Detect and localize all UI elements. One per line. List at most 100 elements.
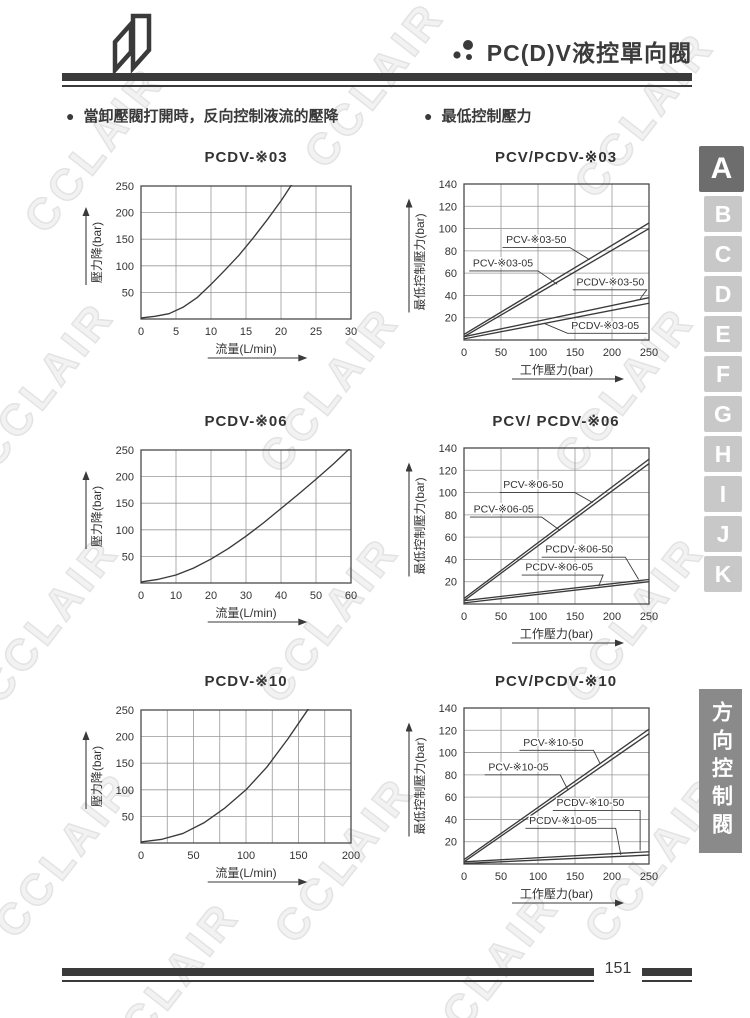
svg-text:100: 100 (116, 525, 134, 537)
page-number: 151 (604, 960, 632, 977)
svg-text:0: 0 (461, 871, 467, 883)
series-PCDV-※06 (141, 449, 351, 583)
svg-text:100: 100 (116, 785, 134, 797)
svg-text:50: 50 (122, 551, 134, 563)
svg-text:100: 100 (237, 850, 255, 862)
svg-text:120: 120 (439, 725, 457, 737)
svg-text:150: 150 (566, 871, 584, 883)
svg-text:工作壓力(bar): 工作壓力(bar) (520, 363, 593, 377)
svg-text:30: 30 (345, 326, 357, 338)
svg-text:流量(L/min): 流量(L/min) (215, 606, 276, 620)
footer-rule-thick-short (642, 968, 692, 976)
svg-text:PCV-※03-50: PCV-※03-50 (506, 234, 566, 246)
series-PCDV-※03-05 (464, 302, 649, 340)
series-PCDV-※03 (141, 185, 293, 319)
svg-text:流量(L/min): 流量(L/min) (215, 342, 276, 356)
svg-text:60: 60 (445, 268, 457, 280)
chart-title: PCV/PCDV-※10 (494, 673, 618, 690)
svg-text:250: 250 (116, 445, 134, 457)
series-PCV-※06-05 (464, 463, 649, 602)
sidebar-tab-h[interactable]: H (704, 436, 742, 472)
category-tab-directional-control-valve[interactable]: 方向控制閥 (699, 689, 742, 853)
svg-text:40: 40 (445, 290, 457, 302)
svg-text:20: 20 (205, 590, 217, 602)
svg-text:壓力降(bar): 壓力降(bar) (90, 486, 104, 547)
chart-block-pcdv-06: PCDV-※06 0 10 20 30 40 50 60 50 100 150 200 250 流量(L… (56, 412, 396, 636)
svg-text:100: 100 (116, 261, 134, 273)
svg-text:工作壓力(bar): 工作壓力(bar) (520, 887, 593, 901)
svg-text:60: 60 (445, 792, 457, 804)
sidebar-tab-k[interactable]: K (704, 556, 742, 592)
dots-icon (453, 40, 473, 60)
bullet-icon: ● (424, 107, 433, 124)
svg-text:0: 0 (461, 611, 467, 623)
series-PCV-※10-50 (464, 728, 649, 861)
svg-text:40: 40 (445, 554, 457, 566)
chart-pcdv-06: 0 10 20 30 40 50 60 50 100 150 200 250 流量(L/min) 壓力降(… (82, 445, 357, 626)
svg-text:10: 10 (205, 326, 217, 338)
svg-text:工作壓力(bar): 工作壓力(bar) (520, 627, 593, 641)
sidebar-tab-f[interactable]: F (704, 356, 742, 392)
svg-text:100: 100 (529, 611, 547, 623)
svg-text:40: 40 (445, 814, 457, 826)
chart-block-pcdv-03: PCDV-※03 0 5 10 15 20 25 30 50 100 150 200 250 流量(L/… (56, 148, 396, 372)
svg-text:50: 50 (187, 850, 199, 862)
svg-text:150: 150 (566, 347, 584, 359)
svg-text:120: 120 (439, 201, 457, 213)
svg-text:80: 80 (445, 770, 457, 782)
svg-text:PCDV-※03-50: PCDV-※03-50 (576, 276, 644, 288)
footer-rule-thin (62, 980, 594, 982)
svg-text:100: 100 (439, 748, 457, 760)
svg-text:140: 140 (439, 443, 457, 455)
svg-text:80: 80 (445, 510, 457, 522)
chart-block-pcv-pcdv-03: PCV/PCDV-※03 0 50 100 150 200 250 20 40 60 80 100 1… (406, 148, 706, 386)
svg-text:150: 150 (116, 498, 134, 510)
svg-text:60: 60 (345, 590, 357, 602)
series-PCDV-※06-05 (464, 581, 649, 604)
svg-text:200: 200 (603, 347, 621, 359)
svg-text:200: 200 (603, 611, 621, 623)
chart-title: PCV/PCDV-※03 (494, 149, 618, 166)
page-header: PC(D)V液控單向閥 (451, 34, 692, 68)
svg-text:PCV-※06-50: PCV-※06-50 (503, 479, 563, 491)
svg-text:最低控制壓力(bar): 最低控制壓力(bar) (413, 477, 427, 574)
svg-text:0: 0 (138, 590, 144, 602)
svg-text:0: 0 (138, 850, 144, 862)
chart-title: PCDV-※06 (204, 413, 288, 430)
sidebar-tab-b[interactable]: B (704, 196, 742, 232)
svg-text:200: 200 (603, 871, 621, 883)
svg-text:10: 10 (170, 590, 182, 602)
sidebar-tab-a[interactable]: A (699, 146, 744, 192)
series-PCV-※06-50 (464, 458, 649, 599)
svg-text:50: 50 (122, 811, 134, 823)
svg-text:0: 0 (138, 326, 144, 338)
svg-text:50: 50 (310, 590, 322, 602)
series-PCDV-※10-50 (464, 851, 649, 863)
sidebar-tab-e[interactable]: E (704, 316, 742, 352)
svg-text:200: 200 (116, 472, 134, 484)
svg-text:50: 50 (495, 611, 507, 623)
sidebar-tab-g[interactable]: G (704, 396, 742, 432)
chart-title: PCV/ PCDV-※06 (492, 413, 620, 430)
svg-text:100: 100 (439, 224, 457, 236)
chart-block-pcdv-10: PCDV-※10 0 50 100 150 200 50 100 150 200 250 流量(L/… (56, 672, 396, 896)
series-PCV-※03-05 (464, 227, 649, 338)
svg-text:PCV-※10-50: PCV-※10-50 (523, 737, 583, 749)
category-tab-label: 方向控制閥 (709, 701, 733, 841)
header-rule-thick (62, 73, 692, 81)
svg-text:最低控制壓力(bar): 最低控制壓力(bar) (413, 213, 427, 310)
page-title: PC(D)V液控單向閥 (486, 40, 692, 66)
header-rule-thin (62, 85, 692, 87)
chart-block-pcv-pcdv-06: PCV/ PCDV-※06 0 50 100 150 200 250 20 40 60 80 100… (406, 412, 706, 650)
footer-rule-thin-short (642, 980, 692, 982)
footer-rule-thick (62, 968, 594, 976)
sidebar-tab-i[interactable]: I (704, 476, 742, 512)
sidebar-tab-j[interactable]: J (704, 516, 742, 552)
svg-text:150: 150 (566, 611, 584, 623)
sidebar-tab-c[interactable]: C (704, 236, 742, 272)
svg-text:140: 140 (439, 179, 457, 191)
svg-text:20: 20 (445, 313, 457, 325)
chart-title: PCDV-※10 (204, 673, 288, 690)
sidebar-tab-d[interactable]: D (704, 276, 742, 312)
svg-text:250: 250 (640, 611, 658, 623)
